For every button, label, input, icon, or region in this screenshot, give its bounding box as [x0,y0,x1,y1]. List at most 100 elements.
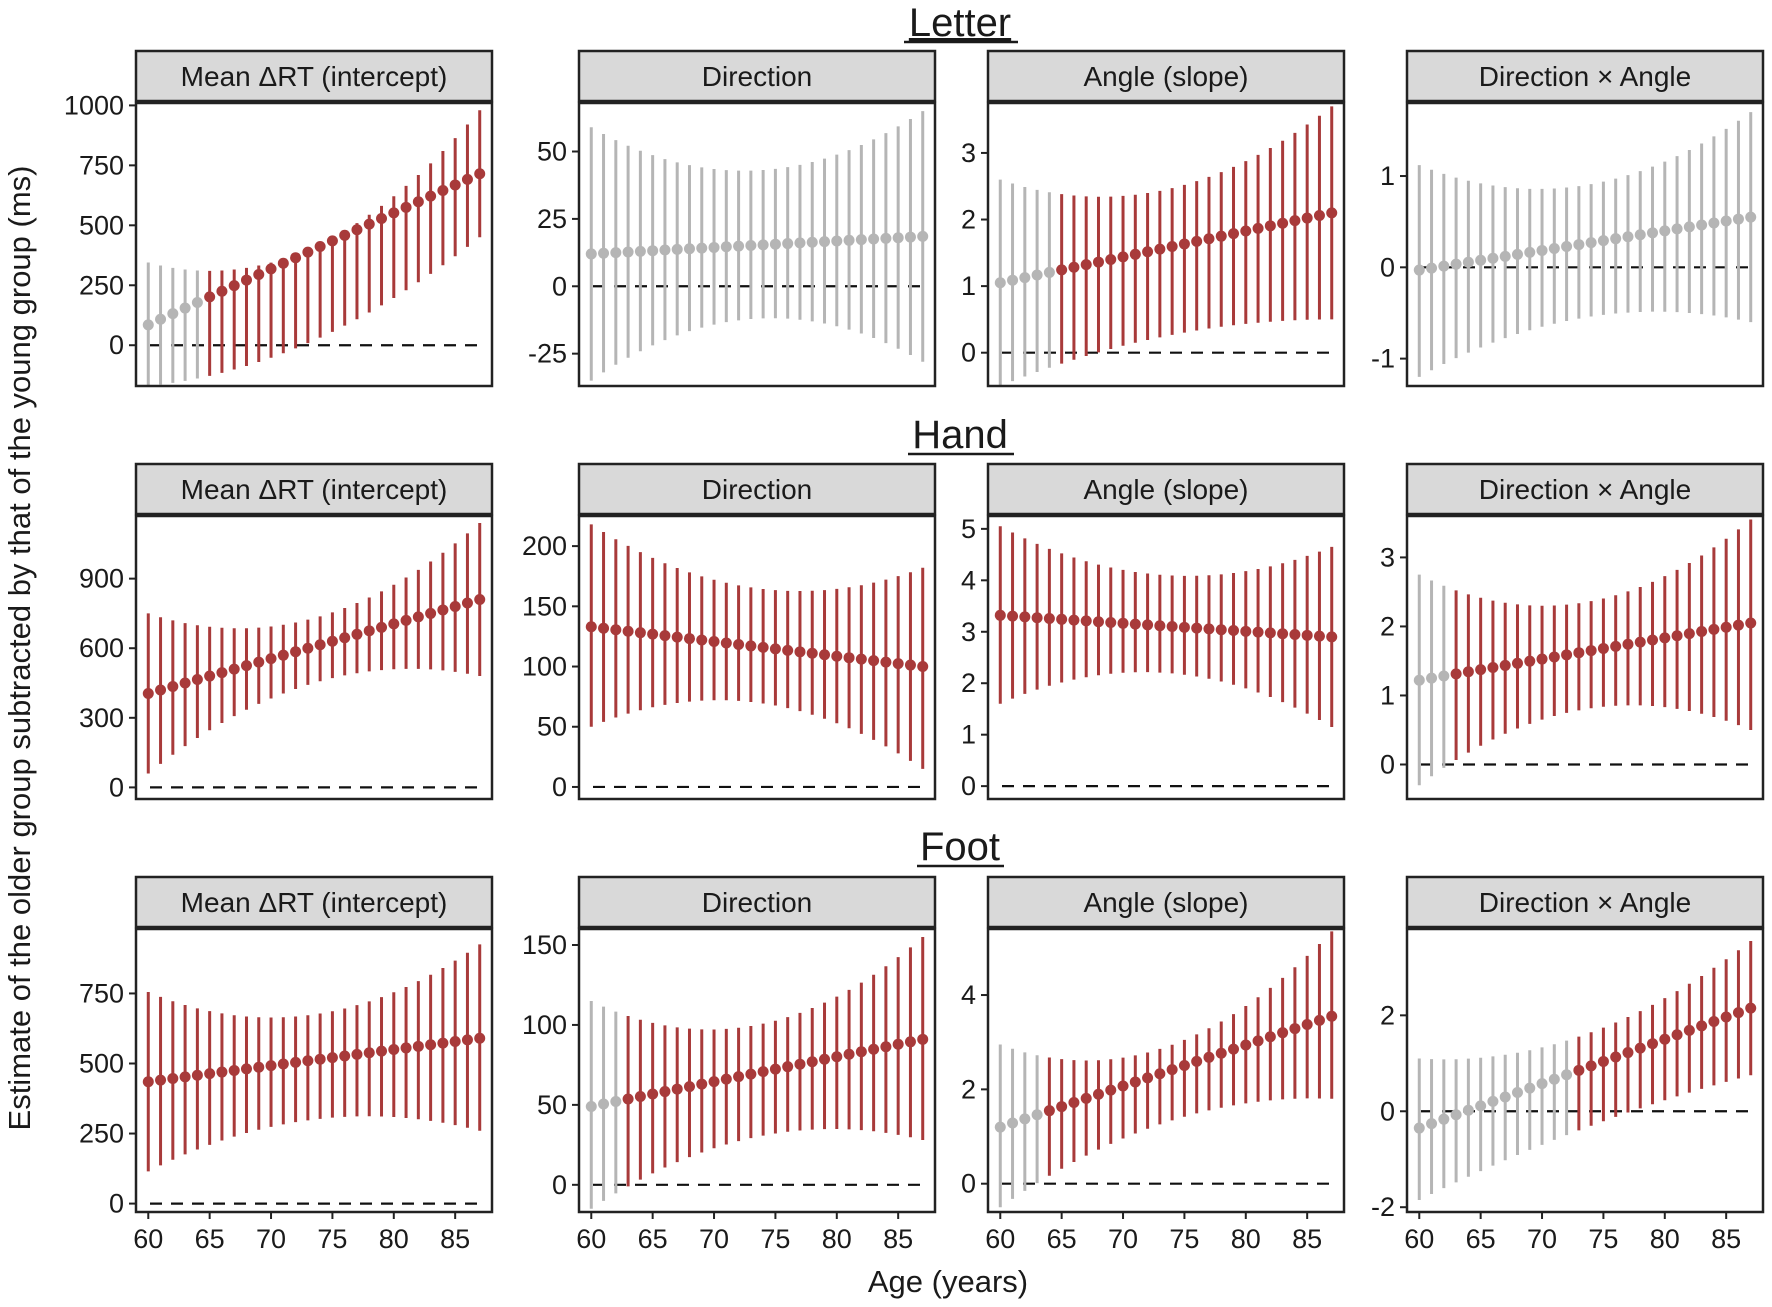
panel-frame [986,927,1346,1214]
data-point [585,1100,597,1112]
data-point [634,1091,646,1103]
data-point [1487,1095,1499,1107]
y-tick-label: 3 [1380,542,1395,572]
x-tick-label: 80 [1650,1224,1680,1254]
data-point [1166,621,1178,633]
data-point [1252,222,1264,234]
y-tick-label: 0 [552,1170,567,1200]
x-tick-label: 80 [379,1224,409,1254]
panel-strip [577,49,937,103]
data-point [1683,1024,1695,1036]
data-point [720,1073,732,1085]
data-point [1068,261,1080,273]
data-point [216,667,228,679]
data-point [843,234,855,246]
panel-title: Mean ΔRT (intercept) [181,61,448,92]
data-point [1264,1031,1276,1043]
data-point [769,643,781,655]
data-point [437,604,449,616]
y-tick-label: 0 [552,271,567,301]
data-point [1326,207,1338,219]
data-point [659,244,671,256]
data-point [155,1074,167,1086]
panel-title: Direction [702,61,812,92]
data-point [1745,617,1757,629]
data-point [831,650,843,662]
data-point [461,1034,473,1046]
panel-title: Direction × Angle [1479,474,1691,505]
data-point [1671,630,1683,642]
data-point [1708,217,1720,229]
data-point [1264,220,1276,232]
data-point [1228,228,1240,240]
data-point [1597,642,1609,654]
data-point [1215,1047,1227,1059]
data-point [1228,1043,1240,1055]
data-point [994,277,1006,289]
group-title-letter: Letter [909,1,1011,45]
data-point [1142,619,1154,631]
data-point [1585,237,1597,249]
data-point [782,644,794,656]
y-tick-label: 150 [522,591,567,621]
data-point [1561,241,1573,253]
panel-strip [134,875,494,929]
data-point [326,1052,338,1064]
data-point [917,661,929,673]
data-point [868,233,880,245]
y-tick-label: 600 [79,633,124,663]
y-tick-label: 0 [109,772,124,802]
data-point [855,653,867,665]
y-tick-label: 250 [79,1119,124,1149]
data-point [1696,219,1708,231]
data-point [1080,1092,1092,1104]
data-point [412,1040,424,1052]
data-point [904,659,916,671]
data-point [1622,231,1634,243]
data-point [1142,1072,1154,1084]
data-point [1708,1015,1720,1027]
panel-title: Angle (slope) [1084,474,1249,505]
data-point [1683,628,1695,640]
data-point [1524,1082,1536,1094]
y-tick-label: 500 [79,1048,124,1078]
data-point [831,235,843,247]
data-point [904,1036,916,1048]
data-point [1129,618,1141,630]
data-point [659,1086,671,1098]
x-tick-label: 85 [883,1224,913,1254]
data-point [228,663,240,675]
data-point [843,1048,855,1060]
data-point [1313,1014,1325,1026]
x-tick-label: 60 [133,1224,163,1254]
y-tick-label: 0 [552,772,567,802]
data-point [683,1081,695,1093]
panel: Direction 0 50 100 150 60 65 70 75 80 85 [522,875,937,1254]
x-tick-label: 85 [1292,1224,1322,1254]
data-point [265,653,277,665]
data-point [1647,227,1659,239]
data-point [351,628,363,640]
data-point [400,614,412,626]
panel-title: Direction [702,474,812,505]
data-point [1252,1035,1264,1047]
data-point [634,245,646,257]
data-point [1252,626,1264,638]
data-point [1289,215,1301,227]
data-point [155,684,167,696]
data-point [1301,212,1313,224]
data-point [240,660,252,672]
data-point [191,674,203,686]
panel-strip [986,875,1346,929]
data-point [216,285,228,297]
data-point [425,1039,437,1051]
data-point [1166,1064,1178,1076]
data-point [167,308,179,320]
y-tick-label: 50 [537,712,567,742]
data-point [204,670,216,682]
data-point [1573,239,1585,251]
data-point [1462,666,1474,678]
data-point [1634,229,1646,241]
data-point [1277,217,1289,229]
data-point [819,236,831,248]
